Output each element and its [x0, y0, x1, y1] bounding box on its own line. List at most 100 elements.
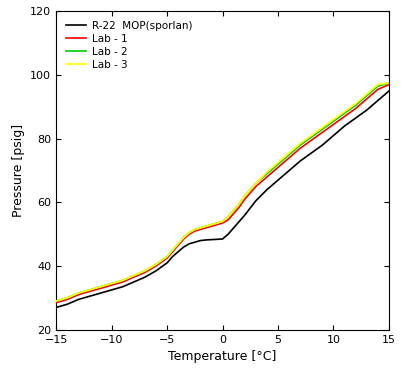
R-22  MOP(sporlan): [165, 261, 170, 265]
Lab - 3: [220, 219, 225, 224]
Lab - 3: [331, 117, 336, 122]
Lab - 1: [365, 97, 369, 101]
Lab - 3: [309, 133, 314, 138]
R-22  MOP(sporlan): [120, 285, 125, 289]
R-22  MOP(sporlan): [132, 280, 136, 284]
Lab - 2: [109, 281, 114, 286]
R-22  MOP(sporlan): [87, 294, 92, 299]
R-22  MOP(sporlan): [209, 237, 214, 242]
Lab - 3: [231, 208, 236, 213]
Lab - 1: [176, 243, 180, 247]
R-22  MOP(sporlan): [331, 133, 336, 138]
Lab - 1: [65, 297, 70, 302]
Lab - 1: [287, 155, 292, 160]
Lab - 1: [170, 249, 175, 254]
Lab - 3: [226, 215, 231, 219]
Lab - 3: [298, 141, 303, 146]
R-22  MOP(sporlan): [187, 241, 192, 246]
R-22  MOP(sporlan): [65, 302, 70, 307]
Lab - 3: [198, 226, 203, 230]
Lab - 1: [132, 275, 136, 279]
Line: Lab - 3: Lab - 3: [56, 83, 389, 301]
Lab - 3: [275, 160, 280, 165]
Lab - 2: [87, 288, 92, 292]
Lab - 1: [154, 264, 158, 268]
Line: Lab - 2: Lab - 2: [56, 83, 389, 301]
R-22  MOP(sporlan): [320, 143, 325, 147]
Y-axis label: Pressure [psig]: Pressure [psig]: [12, 124, 24, 217]
Lab - 2: [165, 254, 170, 259]
Lab - 2: [187, 230, 192, 235]
R-22  MOP(sporlan): [98, 291, 103, 295]
Lab - 2: [76, 291, 81, 295]
Lab - 2: [275, 162, 280, 166]
Lab - 2: [287, 152, 292, 157]
Lab - 2: [375, 84, 380, 88]
Lab - 2: [142, 269, 147, 273]
Lab - 3: [287, 151, 292, 155]
Lab - 2: [98, 285, 103, 289]
Lab - 2: [215, 221, 219, 226]
R-22  MOP(sporlan): [275, 178, 280, 182]
Lab - 1: [320, 130, 325, 135]
Lab - 3: [98, 285, 103, 289]
Lab - 2: [365, 94, 369, 98]
Lab - 2: [65, 296, 70, 300]
Lab - 3: [237, 202, 241, 206]
Lab - 1: [87, 289, 92, 294]
Lab - 1: [253, 184, 258, 189]
R-22  MOP(sporlan): [142, 275, 147, 279]
Line: R-22  MOP(sporlan): R-22 MOP(sporlan): [56, 91, 389, 307]
Lab - 3: [165, 254, 170, 259]
Lab - 2: [203, 224, 209, 229]
Lab - 2: [331, 119, 336, 124]
Lab - 2: [231, 208, 236, 213]
Lab - 1: [142, 270, 147, 275]
Lab - 1: [387, 82, 391, 87]
R-22  MOP(sporlan): [198, 238, 203, 243]
R-22  MOP(sporlan): [342, 124, 347, 128]
Lab - 1: [275, 165, 280, 170]
Lab - 3: [265, 170, 269, 174]
Lab - 2: [242, 194, 247, 198]
Lab - 2: [309, 135, 314, 139]
Lab - 3: [187, 230, 192, 235]
Lab - 2: [320, 127, 325, 132]
Lab - 2: [181, 235, 186, 240]
Lab - 3: [54, 299, 59, 303]
Lab - 1: [215, 222, 219, 227]
Lab - 1: [331, 122, 336, 127]
R-22  MOP(sporlan): [192, 240, 197, 244]
R-22  MOP(sporlan): [265, 187, 269, 192]
Lab - 3: [215, 221, 219, 226]
Lab - 2: [176, 241, 180, 246]
Lab - 1: [265, 175, 269, 179]
Lab - 2: [237, 202, 241, 206]
Lab - 3: [192, 227, 197, 232]
R-22  MOP(sporlan): [176, 249, 180, 254]
X-axis label: Temperature [°C]: Temperature [°C]: [168, 350, 277, 363]
R-22  MOP(sporlan): [226, 232, 231, 236]
Lab - 2: [198, 226, 203, 230]
R-22  MOP(sporlan): [154, 269, 158, 273]
Lab - 3: [176, 241, 180, 246]
R-22  MOP(sporlan): [365, 108, 369, 112]
Lab - 3: [65, 296, 70, 300]
Lab - 2: [120, 278, 125, 283]
R-22  MOP(sporlan): [76, 297, 81, 302]
R-22  MOP(sporlan): [287, 168, 292, 173]
Lab - 2: [253, 181, 258, 186]
R-22  MOP(sporlan): [109, 288, 114, 292]
Lab - 1: [76, 293, 81, 297]
R-22  MOP(sporlan): [375, 98, 380, 103]
Lab - 1: [342, 114, 347, 119]
Lab - 3: [87, 288, 92, 292]
Lab - 2: [170, 248, 175, 252]
Lab - 3: [154, 262, 158, 267]
Lab - 1: [242, 197, 247, 202]
R-22  MOP(sporlan): [237, 219, 241, 224]
Lab - 3: [203, 224, 209, 229]
Lab - 3: [242, 194, 247, 198]
Lab - 1: [181, 237, 186, 241]
Lab - 1: [192, 229, 197, 233]
